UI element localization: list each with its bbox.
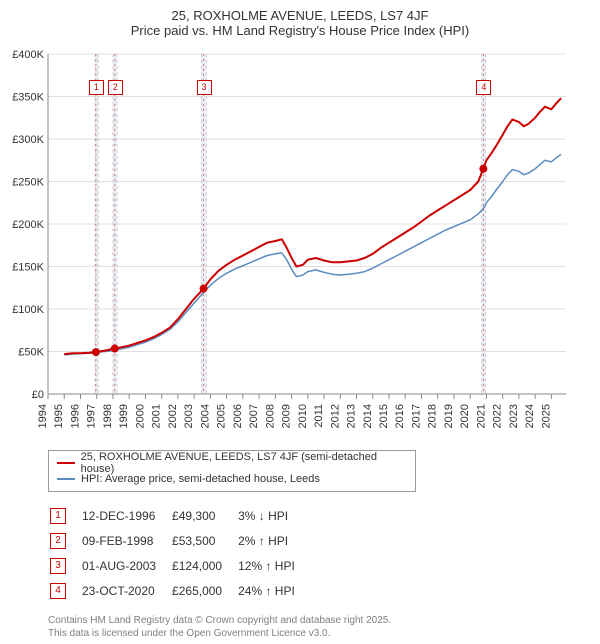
legend: 25, ROXHOLME AVENUE, LEEDS, LS7 4JF (sem…: [48, 450, 416, 492]
svg-text:2005: 2005: [216, 404, 228, 428]
legend-row: 25, ROXHOLME AVENUE, LEEDS, LS7 4JF (sem…: [57, 455, 407, 471]
svg-text:£200K: £200K: [12, 219, 44, 231]
svg-text:2018: 2018: [427, 404, 439, 428]
svg-text:2001: 2001: [151, 404, 163, 428]
event-price: £124,000: [172, 554, 236, 577]
svg-text:2024: 2024: [524, 404, 536, 428]
legend-label: 25, ROXHOLME AVENUE, LEEDS, LS7 4JF (sem…: [81, 451, 407, 475]
chart-container: £0 £50K £100K £150K £200K £250K £300K £350K £400…: [10, 44, 570, 444]
event-date: 01-AUG-2003: [82, 554, 170, 577]
svg-text:2016: 2016: [394, 404, 406, 428]
svg-text:2015: 2015: [378, 404, 390, 428]
svg-text:2003: 2003: [183, 404, 195, 428]
svg-text:2012: 2012: [329, 404, 341, 428]
svg-text:1998: 1998: [102, 404, 114, 428]
footer-line1: Contains HM Land Registry data © Crown c…: [48, 614, 600, 627]
svg-text:2006: 2006: [232, 404, 244, 428]
svg-text:£350K: £350K: [12, 92, 44, 104]
sale-marker-3: 3: [197, 80, 212, 95]
svg-text:2017: 2017: [410, 404, 422, 428]
svg-text:2025: 2025: [540, 404, 552, 428]
attribution-footer: Contains HM Land Registry data © Crown c…: [48, 614, 600, 640]
svg-text:1995: 1995: [53, 404, 65, 428]
sale-events-table: 112-DEC-1996£49,3003% ↓ HPI209-FEB-1998£…: [48, 502, 311, 604]
svg-text:2000: 2000: [134, 404, 146, 428]
svg-text:1997: 1997: [86, 404, 98, 428]
event-marker: 2: [50, 533, 66, 549]
event-delta: 2% ↑ HPI: [238, 529, 309, 552]
svg-text:£250K: £250K: [12, 177, 44, 189]
event-price: £53,500: [172, 529, 236, 552]
sale-marker-4: 4: [476, 80, 491, 95]
svg-text:2022: 2022: [492, 404, 504, 428]
event-marker: 4: [50, 583, 66, 599]
svg-text:1994: 1994: [37, 404, 49, 428]
svg-text:£100K: £100K: [12, 304, 44, 316]
chart-title-line2: Price paid vs. HM Land Registry's House …: [0, 23, 600, 38]
svg-text:2020: 2020: [459, 404, 471, 428]
legend-swatch: [57, 462, 75, 464]
event-row: 2 09-FEB-1998£53,5002% ↑ HPI: [50, 529, 309, 552]
svg-text:2002: 2002: [167, 404, 179, 428]
legend-label: HPI: Average price, semi-detached house,…: [81, 473, 320, 485]
event-row: 4 23-OCT-2020£265,00024% ↑ HPI: [50, 579, 309, 602]
event-marker: 3: [50, 558, 66, 574]
event-date: 09-FEB-1998: [82, 529, 170, 552]
chart-title-line1: 25, ROXHOLME AVENUE, LEEDS, LS7 4JF: [0, 8, 600, 23]
event-date: 23-OCT-2020: [82, 579, 170, 602]
svg-text:£150K: £150K: [12, 262, 44, 274]
sale-marker-1: 1: [89, 80, 104, 95]
svg-text:2023: 2023: [508, 404, 520, 428]
footer-line2: This data is licensed under the Open Gov…: [48, 627, 600, 640]
event-price: £265,000: [172, 579, 236, 602]
event-delta: 24% ↑ HPI: [238, 579, 309, 602]
line-chart: £0 £50K £100K £150K £200K £250K £300K £350K £400…: [10, 44, 570, 444]
svg-text:2011: 2011: [313, 404, 325, 428]
svg-text:£0: £0: [32, 389, 44, 401]
svg-text:2007: 2007: [248, 404, 260, 428]
event-price: £49,300: [172, 504, 236, 527]
svg-text:2013: 2013: [346, 404, 358, 428]
svg-text:2008: 2008: [264, 404, 276, 428]
svg-text:£400K: £400K: [12, 49, 44, 61]
svg-text:2019: 2019: [443, 404, 455, 428]
svg-text:£300K: £300K: [12, 134, 44, 146]
legend-swatch: [57, 478, 75, 480]
svg-text:1999: 1999: [118, 404, 130, 428]
svg-text:2004: 2004: [199, 404, 211, 428]
svg-text:1996: 1996: [69, 404, 81, 428]
event-delta: 12% ↑ HPI: [238, 554, 309, 577]
svg-text:£50K: £50K: [18, 347, 44, 359]
event-row: 3 01-AUG-2003£124,00012% ↑ HPI: [50, 554, 309, 577]
svg-text:2010: 2010: [297, 404, 309, 428]
sale-marker-2: 2: [108, 80, 123, 95]
svg-text:2021: 2021: [475, 404, 487, 428]
event-delta: 3% ↓ HPI: [238, 504, 309, 527]
svg-text:2009: 2009: [281, 404, 293, 428]
event-marker: 1: [50, 508, 66, 524]
svg-text:2014: 2014: [362, 404, 374, 428]
event-row: 1 12-DEC-1996£49,3003% ↓ HPI: [50, 504, 309, 527]
event-date: 12-DEC-1996: [82, 504, 170, 527]
